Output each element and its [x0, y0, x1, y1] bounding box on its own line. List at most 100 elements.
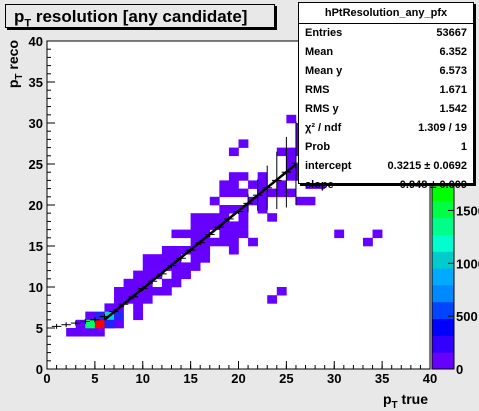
heatmap-cell: [114, 287, 124, 296]
heatmap-cell: [200, 213, 211, 222]
heatmap-cell: [190, 254, 201, 263]
colorbar-segment: [432, 200, 454, 219]
heatmap-cell: [209, 237, 220, 247]
heatmap-cell: [238, 188, 249, 198]
heatmap-cell: [171, 278, 182, 288]
heatmap-cell: [181, 229, 191, 239]
heatmap-cell: [152, 262, 163, 271]
heatmap-cell: [257, 172, 268, 181]
heatmap-cell: [152, 287, 163, 296]
heatmap-cell: [133, 270, 144, 280]
stats-box: hPtResolution_any_pfx Entries 53667 Mean 6.…: [298, 2, 474, 191]
heatmap-cell: [161, 262, 172, 271]
stats-row: RMS 1.671: [299, 81, 473, 100]
heatmap-cell: [200, 254, 211, 263]
heatmap-cell: [238, 205, 249, 214]
heatmap-cell: [248, 237, 258, 247]
heatmap-cell: [190, 221, 201, 230]
heatmap-cell: [286, 188, 297, 198]
heatmap-cell: [248, 180, 258, 189]
x-tick-label: 5: [91, 371, 98, 386]
colorbar-segment: [432, 301, 454, 320]
colorbar-segment: [432, 251, 454, 269]
stats-row: χ² / ndf 1.309 / 19: [299, 119, 473, 138]
heatmap-cell: [209, 221, 220, 230]
colorbar-segment: [432, 217, 454, 235]
colorbar-segment: [432, 284, 454, 303]
heatmap-cell: [286, 155, 297, 165]
heatmap-cell: [219, 213, 230, 222]
fit-line: [103, 163, 297, 321]
heatmap-cell: [238, 229, 249, 239]
y-tick-label: 15: [29, 239, 43, 254]
x-tick-label: 35: [375, 371, 389, 386]
heatmap-cell: [142, 270, 153, 280]
heatmap-cell: [286, 147, 297, 157]
heatmap-cell: [161, 246, 172, 255]
heatmap-cell: [85, 319, 96, 329]
heatmap-cell: [181, 270, 191, 280]
stats-row: Entries 53667: [299, 24, 473, 43]
heatmap-cell: [75, 328, 86, 337]
stats-value: 0.948 ± 0.009: [399, 179, 467, 191]
colorbar-segment: [432, 352, 454, 370]
heatmap-cell: [133, 303, 144, 312]
heatmap-cell: [276, 287, 287, 296]
heatmap-cell: [267, 213, 278, 222]
colorbar-tick-label: 1000: [456, 256, 479, 271]
y-tick-label: 10: [29, 280, 43, 295]
heatmap-cell: [286, 172, 297, 181]
heatmap-cell: [104, 319, 115, 329]
heatmap-cell: [171, 246, 182, 255]
stats-label: RMS: [305, 84, 330, 96]
heatmap-cell: [228, 180, 239, 189]
title-rest: resolution [any candidate]: [31, 7, 248, 26]
heatmap-cell: [114, 319, 124, 329]
colorbar-segment: [432, 184, 454, 202]
heatmap-cell: [334, 229, 345, 239]
y-tick-label: 5: [36, 321, 43, 336]
stats-row: Prob 1: [299, 138, 473, 157]
x-tick-label: 15: [183, 371, 197, 386]
stats-row: Mean 6.352: [299, 43, 473, 62]
stats-row: RMS y 1.542: [299, 100, 473, 119]
heatmap-cell: [161, 278, 172, 288]
colorbar-segment: [432, 318, 454, 336]
stats-label: χ² / ndf: [305, 122, 342, 134]
colorbar-segment: [432, 234, 454, 252]
stats-title: hPtResolution_any_pfx: [299, 3, 473, 24]
y-tick-label: 40: [29, 34, 43, 49]
heatmap-cell: [142, 295, 153, 304]
y-tick-label: 30: [29, 116, 43, 131]
heatmap-cell: [219, 205, 230, 214]
heatmap-cell: [133, 278, 144, 288]
heatmap-cell: [276, 188, 287, 198]
x-tick-label: 40: [423, 371, 437, 386]
heatmap-cell: [315, 180, 325, 189]
title-prefix: p: [14, 7, 25, 26]
heatmap-cell: [114, 311, 124, 321]
colorbar-frame: [431, 183, 455, 370]
heatmap-cell: [142, 262, 153, 271]
stats-value: 6.352: [439, 46, 467, 58]
heatmap-cell: [152, 270, 163, 280]
heatmap-cell: [219, 180, 230, 189]
heatmap-cell: [200, 246, 211, 255]
heatmap-cell: [295, 196, 306, 206]
heatmap-cell: [372, 229, 383, 239]
heatmap-cell: [171, 229, 182, 239]
heatmap-cell: [142, 287, 153, 296]
heatmap-cell: [228, 246, 239, 255]
y-tick-label: 35: [29, 75, 43, 90]
heatmap-cell: [257, 205, 268, 214]
stats-value: 1: [460, 141, 467, 153]
heatmap-cell: [228, 172, 239, 181]
heatmap-cell: [123, 278, 134, 288]
heatmap-cell: [238, 213, 249, 222]
heatmap-cell: [161, 254, 172, 263]
heatmap-cell: [305, 180, 316, 189]
heatmap-cell: [228, 229, 239, 239]
heatmap-cell: [133, 295, 144, 304]
stats-value: 1.309 / 19: [418, 122, 467, 134]
